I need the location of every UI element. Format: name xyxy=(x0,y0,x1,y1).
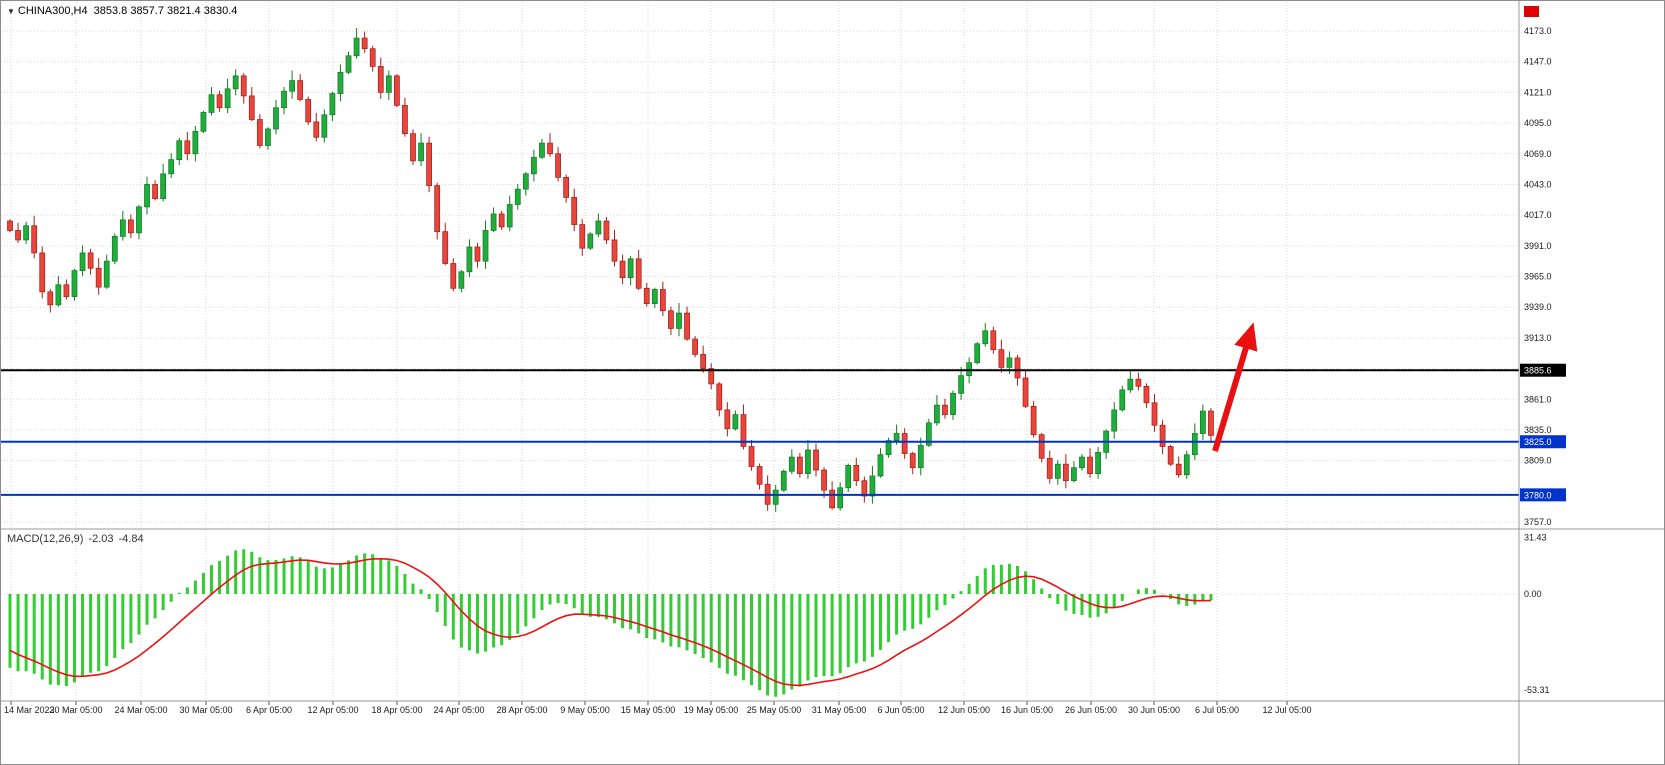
svg-text:20 Mar 05:00: 20 Mar 05:00 xyxy=(49,705,102,715)
svg-text:25 May 05:00: 25 May 05:00 xyxy=(747,705,802,715)
svg-text:4121.0: 4121.0 xyxy=(1524,87,1552,97)
svg-text:3825.0: 3825.0 xyxy=(1524,437,1552,447)
svg-text:4147.0: 4147.0 xyxy=(1524,57,1552,67)
svg-text:12 Jul 05:00: 12 Jul 05:00 xyxy=(1262,705,1311,715)
svg-text:4017.0: 4017.0 xyxy=(1524,210,1552,220)
svg-text:3757.0: 3757.0 xyxy=(1524,517,1552,527)
macd-axis-labels[interactable]: 31.43 0.00 -53.31 xyxy=(1524,532,1550,695)
svg-text:12 Apr 05:00: 12 Apr 05:00 xyxy=(307,705,358,715)
svg-text:6 Jun 05:00: 6 Jun 05:00 xyxy=(877,705,924,715)
macd-main-value: -2.03 xyxy=(88,533,114,545)
macd-signal-line xyxy=(9,557,1211,687)
price-level-badge xyxy=(1520,363,1566,377)
price-level-badge xyxy=(1520,488,1566,502)
svg-text:15 May 05:00: 15 May 05:00 xyxy=(621,705,676,715)
candles xyxy=(7,37,1214,509)
svg-text:3809.0: 3809.0 xyxy=(1524,456,1552,466)
svg-text:3965.0: 3965.0 xyxy=(1524,272,1552,282)
svg-text:9 May 05:00: 9 May 05:00 xyxy=(560,705,610,715)
svg-text:3835.0: 3835.0 xyxy=(1524,425,1552,435)
gridlines xyxy=(1,2,1519,699)
svg-text:31 May 05:00: 31 May 05:00 xyxy=(812,705,867,715)
svg-text:24 Mar 05:00: 24 Mar 05:00 xyxy=(114,705,167,715)
svg-text:30 Mar 05:00: 30 Mar 05:00 xyxy=(179,705,232,715)
symbol-dropdown-icon[interactable]: ▼ xyxy=(7,7,15,16)
svg-text:26 Jun 05:00: 26 Jun 05:00 xyxy=(1065,705,1117,715)
svg-text:3913.0: 3913.0 xyxy=(1524,333,1552,343)
svg-text:6 Apr 05:00: 6 Apr 05:00 xyxy=(246,705,292,715)
svg-text:30 Jun 05:00: 30 Jun 05:00 xyxy=(1128,705,1180,715)
candle-wicks xyxy=(9,28,1212,512)
svg-text:28 Apr 05:00: 28 Apr 05:00 xyxy=(496,705,547,715)
macd-histogram xyxy=(8,549,1213,697)
macd-title: MACD(12,26,9) xyxy=(7,533,84,545)
top-right-red-marker xyxy=(1524,6,1539,17)
svg-text:14 Mar 2023: 14 Mar 2023 xyxy=(4,705,55,715)
svg-text:4069.0: 4069.0 xyxy=(1524,149,1552,159)
price-axis-labels[interactable]: 4173.0 4147.0 4121.0 4095.0 4069.0 4043.0 4017… xyxy=(1524,26,1552,527)
svg-text:3885.6: 3885.6 xyxy=(1524,366,1552,376)
svg-text:3780.0: 3780.0 xyxy=(1524,490,1552,500)
macd-indicator-label: MACD(12,26,9) -2.03 -4.84 xyxy=(7,533,149,545)
svg-text:4095.0: 4095.0 xyxy=(1524,118,1552,128)
svg-text:4173.0: 4173.0 xyxy=(1524,26,1552,36)
svg-text:18 Apr 05:00: 18 Apr 05:00 xyxy=(371,705,422,715)
svg-text:4043.0: 4043.0 xyxy=(1524,179,1552,189)
macd-signal-value: -4.84 xyxy=(118,533,144,545)
level-lines[interactable]: 3885.6 3825.0 3780.0 xyxy=(1,363,1566,502)
trend-arrow[interactable] xyxy=(1212,322,1258,452)
svg-text:16 Jun 05:00: 16 Jun 05:00 xyxy=(1001,705,1053,715)
svg-text:-53.31: -53.31 xyxy=(1524,685,1550,695)
svg-text:0.00: 0.00 xyxy=(1524,589,1542,599)
svg-text:3939.0: 3939.0 xyxy=(1524,302,1552,312)
svg-text:6 Jul 05:00: 6 Jul 05:00 xyxy=(1195,705,1239,715)
price-level-badge xyxy=(1520,435,1566,449)
svg-text:12 Jun 05:00: 12 Jun 05:00 xyxy=(938,705,990,715)
svg-text:31.43: 31.43 xyxy=(1524,532,1547,542)
svg-text:24 Apr 05:00: 24 Apr 05:00 xyxy=(433,705,484,715)
svg-text:3991.0: 3991.0 xyxy=(1524,241,1552,251)
svg-text:3861.0: 3861.0 xyxy=(1524,394,1552,404)
svg-text:19 May 05:00: 19 May 05:00 xyxy=(684,705,739,715)
